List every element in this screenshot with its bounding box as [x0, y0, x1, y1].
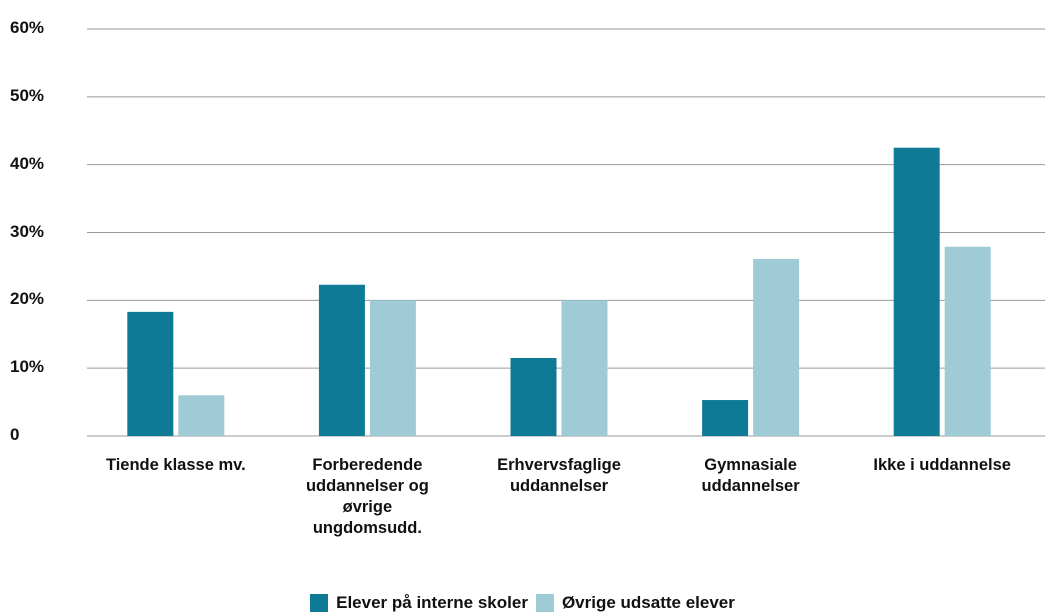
- y-tick-label: 60%: [10, 18, 45, 37]
- x-tick-label: Forberedende uddannelser og øvrige ungdo…: [305, 456, 429, 537]
- bar: [702, 400, 749, 436]
- bar: [178, 395, 225, 436]
- y-tick-label: 40%: [10, 153, 45, 173]
- y-tick-label: 0: [10, 425, 20, 444]
- y-tick-label: 10%: [10, 357, 45, 377]
- legend-item: Øvrige udsatte elever: [535, 593, 735, 613]
- legend-swatch: [310, 594, 329, 612]
- x-tick-label: Gymnasiale uddannelser: [701, 456, 800, 495]
- legend-item: Elever på interne skoler: [310, 593, 528, 613]
- bar: [753, 258, 800, 436]
- bar: [127, 311, 174, 436]
- bar: [561, 300, 608, 436]
- bar: [893, 147, 940, 437]
- y-tick-label: 20%: [10, 289, 45, 309]
- legend: Elever på interne skoler Øvrige udsatte e…: [0, 593, 1045, 615]
- legend-label: Elever på interne skoler: [336, 593, 528, 612]
- legend-label: Øvrige udsatte elever: [561, 593, 735, 612]
- legend-swatch: [535, 594, 554, 612]
- bar: [944, 246, 991, 436]
- x-tick-label: Ikke i uddannelse: [873, 456, 1011, 474]
- y-tick-label: 50%: [10, 85, 45, 105]
- bar: [318, 284, 365, 436]
- y-tick-label: 30%: [10, 221, 45, 241]
- bar: [510, 357, 557, 436]
- x-tick-label: Tiende klasse mv.: [105, 456, 246, 474]
- bar: [369, 300, 416, 436]
- x-tick-label: Erhvervsfaglige uddannelser: [497, 456, 621, 495]
